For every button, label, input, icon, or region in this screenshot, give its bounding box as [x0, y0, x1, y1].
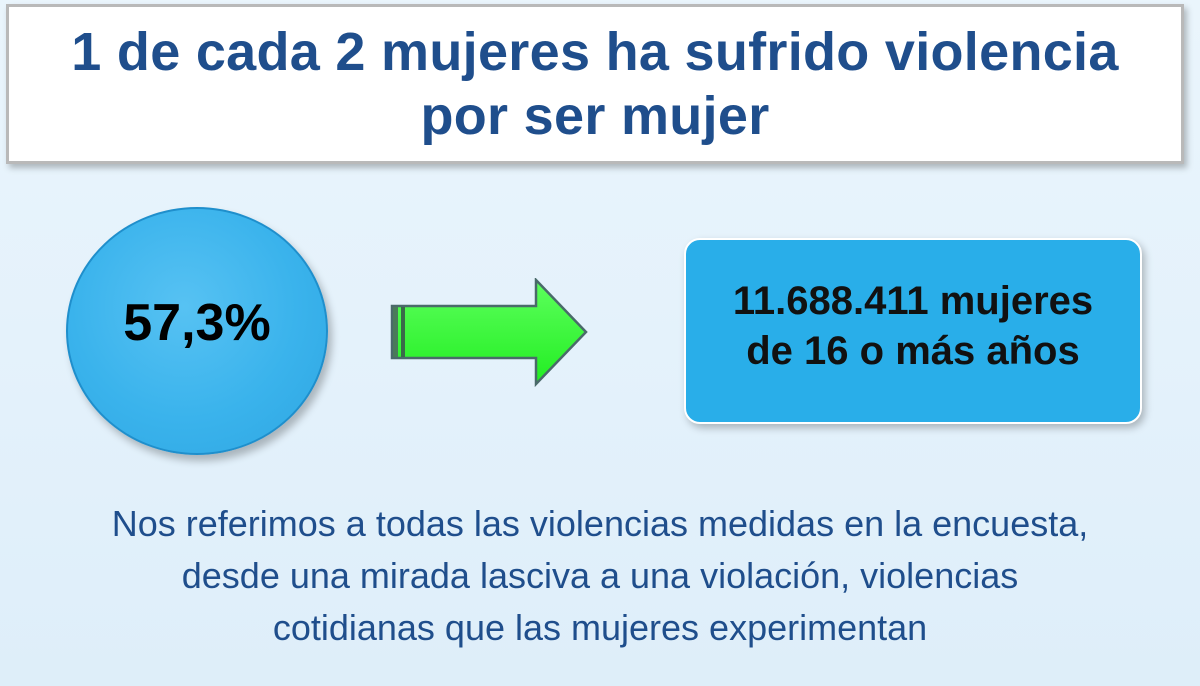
- title-line-2: por ser mujer: [420, 86, 770, 146]
- explanation-note: Nos referimos a todas las violencias med…: [0, 498, 1200, 654]
- title-line-1: 1 de cada 2 mujeres ha sufrido violencia: [71, 22, 1119, 82]
- arrow-right-icon: [390, 278, 588, 388]
- result-line-2: de 16 o más años: [746, 329, 1080, 373]
- result-box: 11.688.411 mujeres de 16 o más años: [684, 238, 1142, 424]
- percent-value: 57,3%: [123, 294, 271, 352]
- title-box: 1 de cada 2 mujeres ha sufrido violencia…: [6, 4, 1184, 164]
- note-line-2: desde una mirada lasciva a una violación…: [181, 555, 1019, 596]
- percent-circle: 57,3%: [66, 207, 328, 455]
- result-line-1: 11.688.411 mujeres: [732, 279, 1094, 323]
- note-line-3: cotidianas que las mujeres experimentan: [272, 607, 928, 648]
- note-line-1: Nos referimos a todas las violencias med…: [111, 503, 1089, 544]
